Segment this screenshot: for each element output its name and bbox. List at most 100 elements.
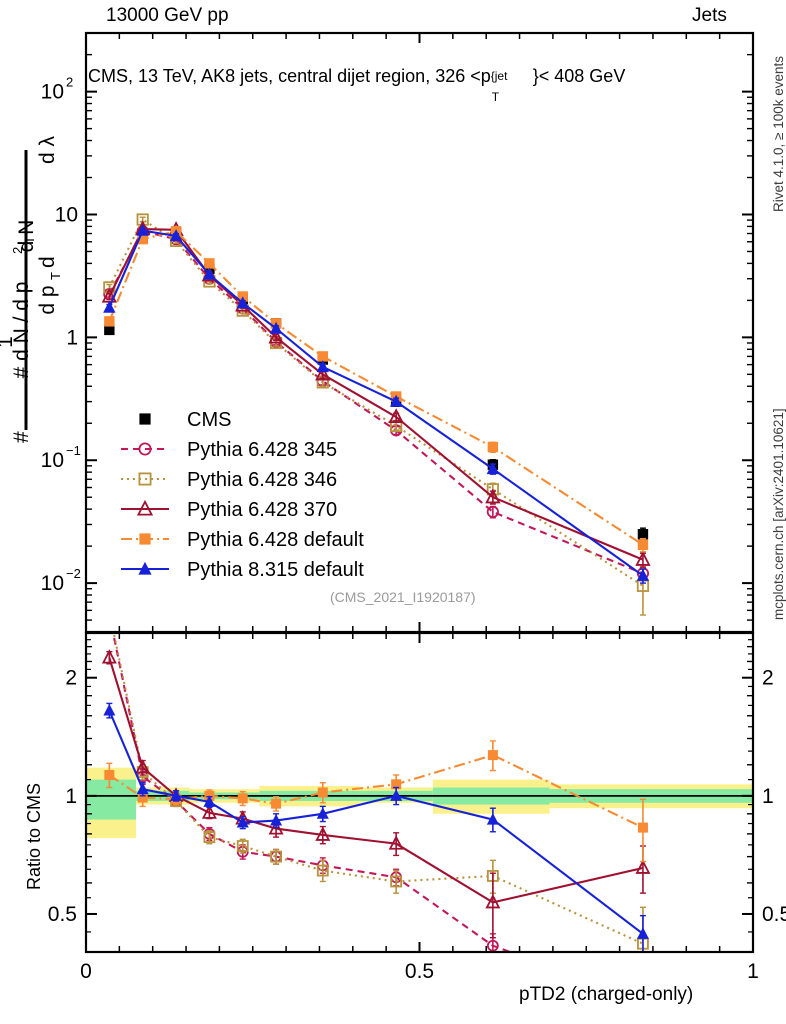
marker-triangle-open [101,649,117,664]
legend-item-pythia-6-428-370[interactable]: Pythia 6.428 370 [121,499,337,521]
analysis-category-label: Jets [692,5,727,26]
marker-square-filled [137,233,148,245]
marker-triangle-filled [269,321,283,334]
marker-triangle-filled [636,568,650,581]
main-series-pythia-6-428-370 [101,220,651,568]
plot-title-subscript: T [491,90,500,104]
marker-triangle-filled [203,795,216,807]
y-tick-label-main: 10 [41,572,64,595]
legend-label: Pythia 6.428 default [187,529,364,551]
marker-triangle-filled [316,360,329,373]
beam-energy-label: 13000 GeV pp [106,5,229,26]
svg-text:2: 2 [10,247,25,254]
main-series-pythia-6-428-default [104,226,649,553]
marker-square-filled [317,351,328,362]
marker-triangle-filled [103,703,116,716]
marker-triangle-filled [486,462,500,475]
marker-triangle-filled [236,296,249,309]
y-tick-label-ratio-left: 1 [65,785,77,808]
y-tick-label-ratio-right: 2 [762,667,774,690]
svg-text:d p: d p [36,285,59,314]
svg-text:T: T [48,272,60,280]
series-line [108,657,644,904]
series-line [108,710,644,935]
marker-triangle-filled [136,223,149,236]
marker-square-filled [139,533,151,545]
plot-title-superscript: {jet [490,69,508,83]
plot-title-text: CMS, 13 TeV, AK8 jets, central dijet reg… [88,66,491,86]
x-axis-label: pTD2 (charged-only) [519,984,694,1005]
marker-triangle-open [485,893,501,909]
svg-text:d λ: d λ [36,135,59,164]
series-line [108,230,644,546]
marker-square-filled [104,324,115,336]
marker-square-filled [487,441,499,453]
marker-triangle-open [635,550,651,566]
legend-label: Pythia 6.428 346 [187,469,337,491]
main-series-pythia-8-315-default [103,223,650,584]
marker-triangle-open [135,759,151,774]
marker-triangle-filled [236,815,249,828]
marker-square-filled [637,529,649,540]
marker-square-filled [391,779,402,790]
marker-triangle-open [268,328,284,344]
marker-square-filled [104,316,115,327]
plot-title: CMS, 13 TeV, AK8 jets, central dijet reg… [88,66,625,103]
series-line [112,633,644,945]
legend-item-pythia-6-428-default[interactable]: Pythia 6.428 default [121,529,364,551]
svg-text:1: 1 [0,336,17,348]
marker-circle-open [486,939,499,952]
ratio-y-axis-label: Ratio to CMS [18,690,48,910]
band-green [86,779,137,820]
legend-item-pythia-6-428-346[interactable]: Pythia 6.428 346 [121,469,337,491]
marker-triangle-filled [138,561,152,575]
panel-frames [84,31,755,954]
y-tick-label-ratio-right: 1 [762,785,774,808]
marker-circle-open [138,442,152,456]
marker-triangle-open [315,826,331,841]
ratio-series-pythia-8-315-default [103,702,649,952]
legend-item-pythia-6-428-345[interactable]: Pythia 6.428 345 [121,439,337,461]
marker-triangle-open [388,835,404,850]
marker-square-filled [137,792,148,803]
legend-label: CMS [187,409,231,431]
marker-square-filled [271,798,282,809]
marker-triangle-filled [170,789,183,801]
ratio-uncertainty-bands [86,767,753,839]
marker-triangle-filled [270,813,283,826]
y-tick-label-ratio-left: 2 [65,667,77,690]
marker-triangle-open [315,365,331,381]
marker-triangle-filled [136,782,149,795]
marker-triangle-filled [203,267,216,280]
marker-triangle-filled [103,300,116,313]
marker-square-filled [237,793,248,804]
marker-triangle-filled [636,927,649,939]
marker-triangle-open [388,408,404,424]
x-tick-label: 0 [80,960,92,983]
marker-square-filled [637,822,648,833]
y-tick-label-exponent: −1 [66,443,81,458]
legend-label: Pythia 6.428 345 [187,439,337,461]
legend-item-pythia-8-315-default[interactable]: Pythia 8.315 default [121,559,364,581]
series-line [108,753,644,829]
marker-square-open [390,875,403,888]
series-line [108,229,644,577]
main-y-axis-label: # d N / d p T # 1 d p T d d N 2 d λ [0,0,60,640]
legend: CMS Pythia 6.428 345 Pythia 6.428 346 Pythi… [121,409,364,581]
marker-square-open [316,864,329,877]
marker-square-open [138,472,152,486]
series-line [108,228,644,561]
marker-circle-open [486,505,499,518]
y-tick-label-ratio-left: 0.5 [48,903,77,926]
main-series-pythia-6-428-346 [103,213,650,616]
marker-triangle-filled [389,394,403,407]
legend-item-cms[interactable]: CMS [139,409,231,431]
y-tick-label-main: 1 [66,326,78,349]
marker-square-open [104,606,114,616]
y-tick-label-exponent: −2 [66,566,81,581]
marker-triangle-filled [316,807,329,819]
svg-text:T: T [22,236,37,244]
marker-triangle-open [201,804,217,819]
